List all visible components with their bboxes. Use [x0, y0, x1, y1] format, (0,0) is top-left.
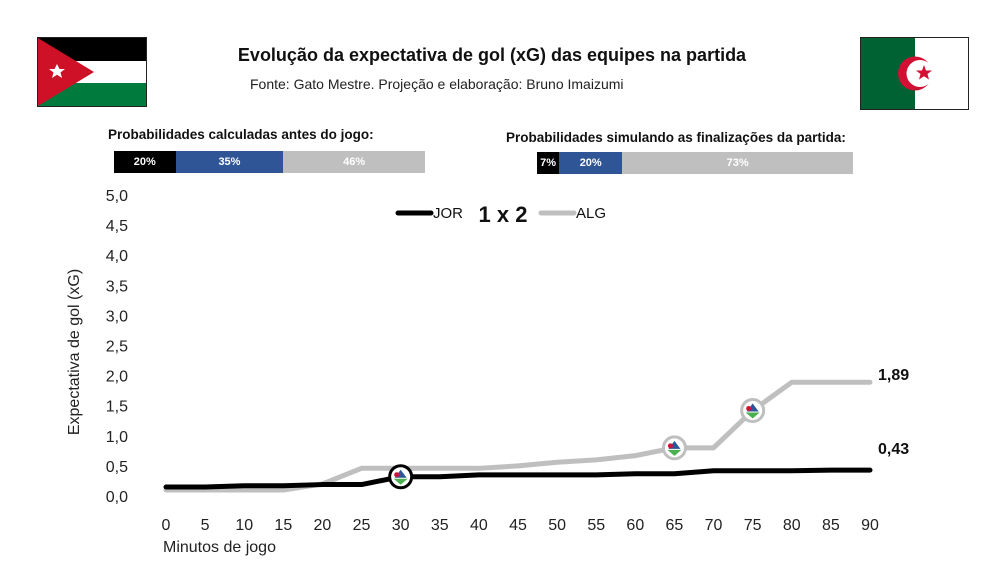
x-tick-label: 80 — [783, 517, 801, 534]
legend: JOR 1 x 2 ALG — [395, 202, 606, 227]
y-tick-label: 3,5 — [106, 278, 128, 295]
in-match-label: Probabilidades simulando as finalizações… — [506, 130, 846, 145]
x-tick-label: 40 — [470, 517, 488, 534]
series-line-jor — [163, 467, 873, 490]
series-group — [163, 379, 873, 493]
y-tick-label: 1,0 — [106, 429, 128, 446]
y-tick-label: 4,0 — [106, 248, 128, 265]
goal-icon-alg — [661, 435, 687, 461]
pre-match-segment-1: 35% — [175, 151, 284, 173]
pre-match-probability-bar: 20% 35% 46% — [114, 151, 425, 173]
y-tick-label: 2,0 — [106, 369, 128, 386]
chart-subtitle: Fonte: Gato Mestre. Projeção e elaboraçã… — [250, 76, 624, 92]
x-tick-label: 20 — [314, 517, 332, 534]
jordan-flag-icon — [37, 37, 147, 107]
x-tick-label: 50 — [548, 517, 566, 534]
goal-icon-alg-ball-red — [746, 406, 752, 412]
in-match-segment-0: 7% — [537, 152, 560, 174]
x-tick-label: 30 — [392, 517, 410, 534]
x-tick-label: 35 — [431, 517, 449, 534]
pre-match-segment-2: 46% — [283, 151, 425, 173]
end-label-alg: 1,89 — [878, 367, 909, 384]
goal-icon-jor — [388, 464, 414, 490]
in-match-probability-bar: 7% 20% 73% — [537, 152, 853, 174]
x-tick-label: 65 — [666, 517, 684, 534]
x-tick-label: 70 — [705, 517, 723, 534]
x-tick-label: 60 — [626, 517, 644, 534]
x-axis-ticks: 0 5 10 15 20 25 30 35 40 45 50 55 60 65 70 75 80 85 90 — [162, 517, 879, 534]
end-labels: 0,43 1,89 — [878, 367, 909, 458]
x-tick-label: 85 — [822, 517, 840, 534]
x-tick-label: 5 — [201, 517, 210, 534]
y-tick-label: 3,0 — [106, 308, 128, 325]
y-tick-label: 4,5 — [106, 218, 128, 235]
goal-icon-alg — [740, 398, 766, 424]
algeria-flag-star — [916, 65, 932, 80]
pre-match-segment-0: 20% — [114, 151, 176, 173]
legend-jor-label: JOR — [433, 205, 463, 222]
x-tick-label: 75 — [744, 517, 762, 534]
x-tick-label: 0 — [162, 517, 171, 534]
x-tick-label: 90 — [861, 517, 879, 534]
y-axis-label: Expectativa de gol (xG) — [66, 269, 83, 435]
x-tick-label: 45 — [509, 517, 527, 534]
y-tick-label: 0,5 — [106, 459, 128, 476]
legend-score: 1 x 2 — [479, 202, 528, 227]
algeria-flag-icon — [860, 37, 969, 110]
goal-icon-jor-ball-green — [393, 478, 408, 485]
pre-match-label: Probabilidades calculadas antes do jogo: — [108, 127, 374, 142]
goal-icon-jor-ball-red — [394, 472, 400, 478]
y-tick-label: 5,0 — [106, 188, 128, 205]
legend-alg-label: ALG — [576, 205, 606, 222]
jordan-flag-star — [49, 64, 65, 78]
x-tick-label: 55 — [587, 517, 605, 534]
chart-title: Evolução da expectativa de gol (xG) das … — [237, 45, 747, 65]
end-label-jor: 0,43 — [878, 441, 909, 458]
y-tick-label: 0,0 — [106, 489, 128, 506]
algeria-flag-svg — [861, 38, 968, 109]
goal-icon-alg-ball-green — [745, 412, 760, 419]
jordan-flag-svg — [38, 38, 146, 106]
in-match-segment-2: 73% — [622, 152, 853, 174]
in-match-segment-1: 20% — [559, 152, 623, 174]
y-axis-ticks: 0,0 0,5 1,0 1,5 2,0 2,5 3,0 3,5 4,0 4,5 5,0 — [106, 188, 128, 506]
y-tick-label: 1,5 — [106, 399, 128, 416]
goal-icon-alg-ball-red — [667, 443, 673, 449]
y-tick-label: 2,5 — [106, 339, 128, 356]
x-axis-label: Minutos de jogo — [163, 539, 276, 556]
x-tick-label: 10 — [235, 517, 253, 534]
x-tick-label: 25 — [353, 517, 371, 534]
x-tick-label: 15 — [274, 517, 292, 534]
jordan-flag-red-triangle — [38, 38, 94, 106]
goal-icon-alg-ball-green — [667, 449, 682, 456]
goal-markers — [388, 398, 766, 490]
